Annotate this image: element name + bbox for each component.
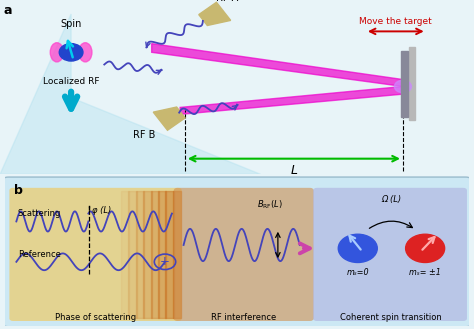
Text: a: a [4, 4, 12, 17]
Polygon shape [199, 2, 231, 25]
Bar [151, 190, 159, 318]
Bar [128, 190, 137, 318]
Text: Scattering: Scattering [18, 209, 61, 218]
Text: $B_{\rm RF}(L)$: $B_{\rm RF}(L)$ [256, 198, 283, 211]
Text: Spin: Spin [60, 19, 82, 29]
Polygon shape [0, 14, 261, 174]
FancyBboxPatch shape [1, 177, 473, 327]
Text: Phase of scattering: Phase of scattering [55, 313, 136, 322]
Bar [136, 190, 144, 318]
Text: RF A: RF A [217, 0, 238, 4]
Circle shape [406, 234, 445, 263]
Text: +: + [160, 255, 170, 268]
Text: L: L [291, 164, 297, 177]
Text: Coherent spin transition: Coherent spin transition [340, 313, 442, 322]
Text: Reference: Reference [18, 250, 61, 259]
Polygon shape [153, 107, 185, 130]
Ellipse shape [79, 43, 92, 62]
Bar [165, 190, 174, 318]
Circle shape [394, 80, 411, 93]
FancyBboxPatch shape [409, 47, 415, 120]
Text: Move the target: Move the target [359, 17, 432, 26]
Text: Ω (L): Ω (L) [381, 195, 401, 204]
FancyBboxPatch shape [401, 51, 408, 117]
Text: RF B: RF B [133, 130, 156, 140]
FancyBboxPatch shape [9, 188, 182, 321]
Text: φ (L): φ (L) [92, 206, 111, 215]
FancyBboxPatch shape [313, 188, 467, 321]
Bar [173, 190, 181, 318]
Text: mₛ=0: mₛ=0 [346, 268, 369, 277]
Text: Localized RF: Localized RF [43, 77, 100, 87]
Polygon shape [180, 87, 403, 114]
Bar [143, 190, 152, 318]
Text: RF interference: RF interference [211, 313, 277, 322]
Circle shape [338, 234, 377, 263]
Ellipse shape [50, 43, 64, 62]
Bar [158, 190, 166, 318]
Polygon shape [152, 43, 403, 87]
Circle shape [59, 43, 83, 61]
Text: mₛ= ±1: mₛ= ±1 [409, 268, 441, 277]
FancyBboxPatch shape [174, 188, 314, 321]
Text: b: b [14, 184, 23, 197]
Bar [121, 190, 129, 318]
